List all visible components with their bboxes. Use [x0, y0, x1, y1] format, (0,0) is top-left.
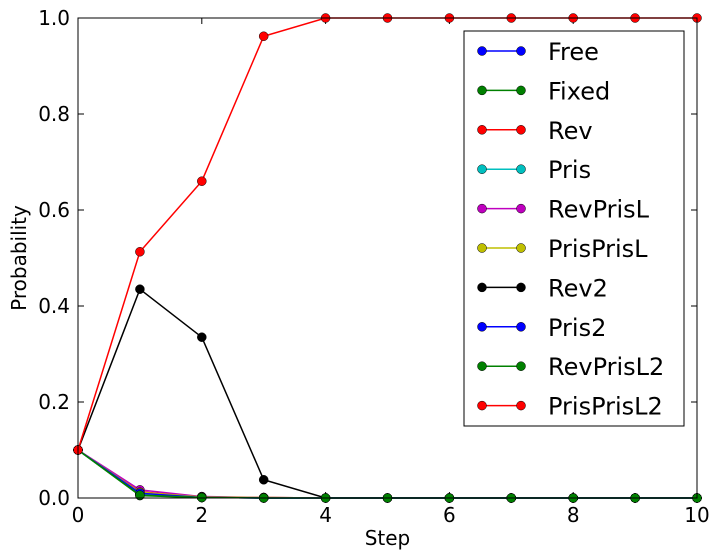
y-tick-label: 1.0 [38, 6, 70, 30]
legend-marker [477, 361, 487, 371]
legend-item: Rev2 [477, 274, 608, 302]
x-tick-label: 6 [443, 503, 456, 527]
legend-marker [516, 85, 526, 96]
legend-marker [477, 243, 487, 253]
legend-label: Rev2 [548, 274, 608, 302]
legend-marker [477, 282, 487, 293]
y-tick-label: 0.6 [38, 198, 70, 222]
legend-item: RevPrisL2 [477, 353, 664, 381]
legend-item: PrisPrisL [477, 235, 648, 263]
x-tick-label: 2 [195, 503, 208, 527]
data-point [197, 176, 207, 186]
legend-label: Pris2 [548, 314, 606, 342]
legend-label: Rev [548, 117, 593, 145]
axis-ticks: 0 2 4 6 8 10 0.0 0.2 0.4 0.6 0.8 1.0 [38, 6, 710, 527]
legend-item: RevPrisL [477, 196, 650, 224]
legend-item: Fixed [477, 77, 610, 105]
legend-box [463, 30, 685, 427]
data-point [135, 247, 145, 257]
legend-item: Pris2 [477, 314, 606, 342]
legend-marker [516, 203, 526, 214]
legend-marker [477, 85, 487, 96]
plot-frame [77, 17, 698, 499]
data-point [197, 332, 207, 342]
data-point [258, 475, 269, 485]
y-tick-label: 0.4 [38, 294, 70, 318]
legend-marker [516, 164, 526, 174]
legend-label: Fixed [548, 77, 610, 105]
x-tick-label: 8 [567, 503, 580, 527]
legend-marker [516, 125, 526, 135]
y-axis-label: Probability [7, 205, 31, 311]
data-point [135, 490, 145, 500]
legend-label: Free [548, 38, 599, 66]
legend-marker [516, 400, 526, 411]
y-tick-label: 0.2 [38, 390, 70, 414]
legend: Free Fixed Rev Pris RevPrisL PrisPrisL Rev2 Pri… [463, 30, 685, 427]
legend-marker [477, 125, 487, 135]
legend-label: RevPrisL2 [548, 353, 664, 381]
legend-marker [516, 361, 526, 371]
y-tick-label: 0.8 [38, 102, 70, 126]
y-tick-label: 0.0 [38, 486, 70, 510]
legend-item: Rev [477, 117, 593, 145]
legend-marker [516, 322, 526, 332]
legend-marker [477, 400, 487, 411]
data-point [258, 31, 269, 41]
legend-marker [477, 46, 487, 56]
legend-label: PrisPrisL [548, 235, 648, 263]
legend-marker [516, 46, 526, 56]
x-axis-label: Step [365, 526, 411, 550]
legend-label: RevPrisL [548, 196, 650, 224]
legend-marker [477, 164, 487, 174]
legend-marker [516, 282, 526, 293]
legend-marker [516, 243, 526, 253]
legend-item: Free [477, 38, 599, 66]
legend-item: PrisPrisL2 [477, 393, 663, 421]
x-tick-label: 0 [72, 503, 85, 527]
legend-label: PrisPrisL2 [548, 393, 663, 421]
x-tick-label: 4 [319, 503, 332, 527]
legend-label: Pris [548, 156, 591, 184]
data-point [135, 284, 145, 294]
legend-item: Pris [477, 156, 591, 184]
legend-marker [477, 203, 487, 214]
legend-marker [477, 322, 487, 332]
x-tick-label: 10 [684, 503, 709, 527]
